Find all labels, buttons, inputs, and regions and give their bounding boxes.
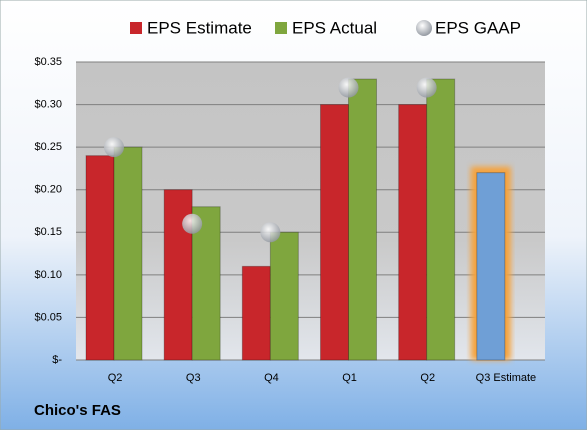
bar — [191, 206, 221, 361]
x-tick-label: Q3 — [186, 372, 201, 384]
plot-area — [76, 62, 545, 360]
legend-label: EPS Actual — [292, 18, 377, 37]
bar — [113, 146, 143, 361]
y-tick-label: $0.05 — [34, 311, 62, 323]
legend-marker — [416, 20, 432, 36]
y-tick-label: $0.15 — [34, 226, 62, 238]
y-tick-label: $0.25 — [34, 141, 62, 153]
point — [104, 137, 124, 158]
bar — [426, 78, 456, 361]
y-tick-label: $0.35 — [34, 56, 62, 68]
chart-title: Chico's FAS — [34, 402, 121, 419]
x-tick-label: Q3 Estimate — [476, 372, 537, 384]
legend-marker — [275, 22, 287, 34]
bar — [398, 104, 428, 361]
point — [182, 213, 203, 234]
bar — [320, 104, 349, 361]
x-tick-label: Q2 — [108, 372, 123, 384]
bar — [85, 155, 115, 361]
point — [338, 77, 359, 98]
legend-marker — [130, 22, 142, 34]
point — [416, 77, 437, 98]
y-tick-label: $0.30 — [34, 98, 62, 110]
bar — [269, 231, 299, 361]
point — [260, 222, 281, 243]
x-tick-label: Q1 — [342, 372, 357, 384]
y-tick-label: $0.10 — [34, 269, 62, 281]
bar — [241, 265, 271, 361]
legend-label: EPS GAAP — [435, 18, 521, 37]
bar — [348, 78, 377, 361]
legend-label: EPS Estimate — [147, 18, 252, 37]
y-tick-label: $- — [52, 354, 62, 366]
y-tick-label: $0.20 — [34, 184, 62, 196]
x-tick-label: Q2 — [420, 372, 435, 384]
bar — [476, 172, 506, 361]
x-tick-label: Q4 — [264, 372, 279, 384]
